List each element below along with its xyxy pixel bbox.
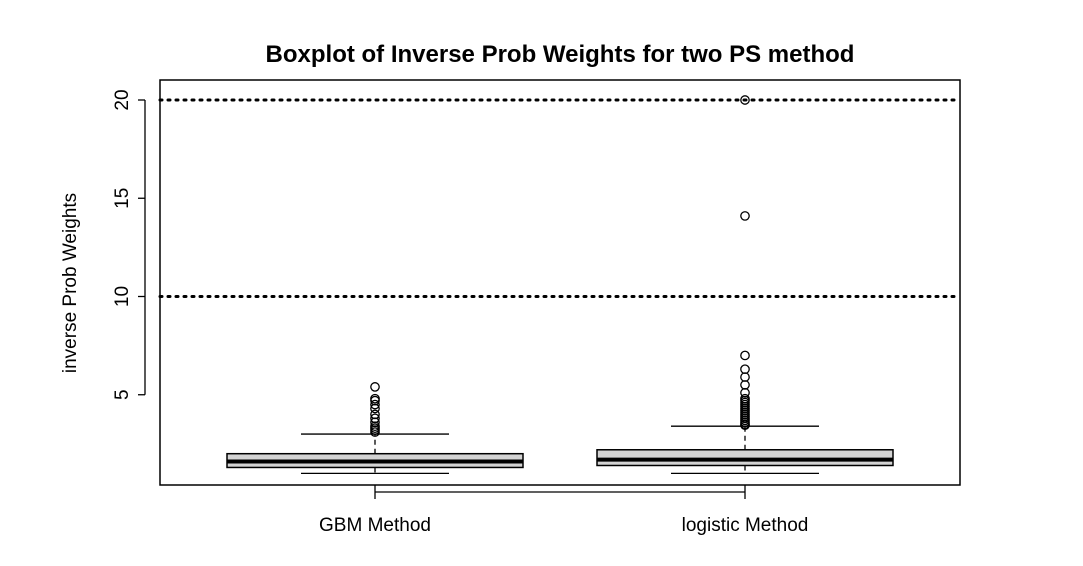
logistic-method-outlier-point	[740, 211, 750, 221]
gbm-method-outlier-point	[370, 382, 380, 392]
plot-frame	[159, 79, 961, 486]
chart-title: Boxplot of Inverse Prob Weights for two …	[266, 41, 855, 68]
gbm-method-outlier-point	[370, 393, 380, 404]
plot-area: 5 10 15 20 GBM Method logistic Method	[112, 79, 962, 536]
logistic-method-outlier-point	[740, 387, 750, 398]
y-tick-label: 10	[112, 286, 133, 307]
x-tick-label: logistic Method	[682, 515, 809, 536]
logistic-method-outlier-point	[740, 372, 750, 382]
y-tick-label: 5	[112, 389, 133, 400]
gbm-method-outlier-point	[370, 409, 380, 420]
logistic-method-outlier-point	[740, 380, 750, 390]
gbm-method-outlier-point	[370, 413, 380, 424]
y-tick-label: 15	[112, 188, 133, 209]
logistic-method-outlier-point	[740, 393, 750, 404]
logistic-method-outlier-point	[740, 95, 750, 105]
gbm-method-outlier-point	[370, 399, 380, 410]
x-tick-label: GBM Method	[319, 515, 431, 536]
logistic-method-outlier-point	[740, 364, 750, 375]
y-axis-label: inverse Prob Weights	[60, 193, 81, 373]
y-tick-label: 20	[112, 89, 133, 110]
logistic-method-outlier-point	[740, 350, 750, 361]
